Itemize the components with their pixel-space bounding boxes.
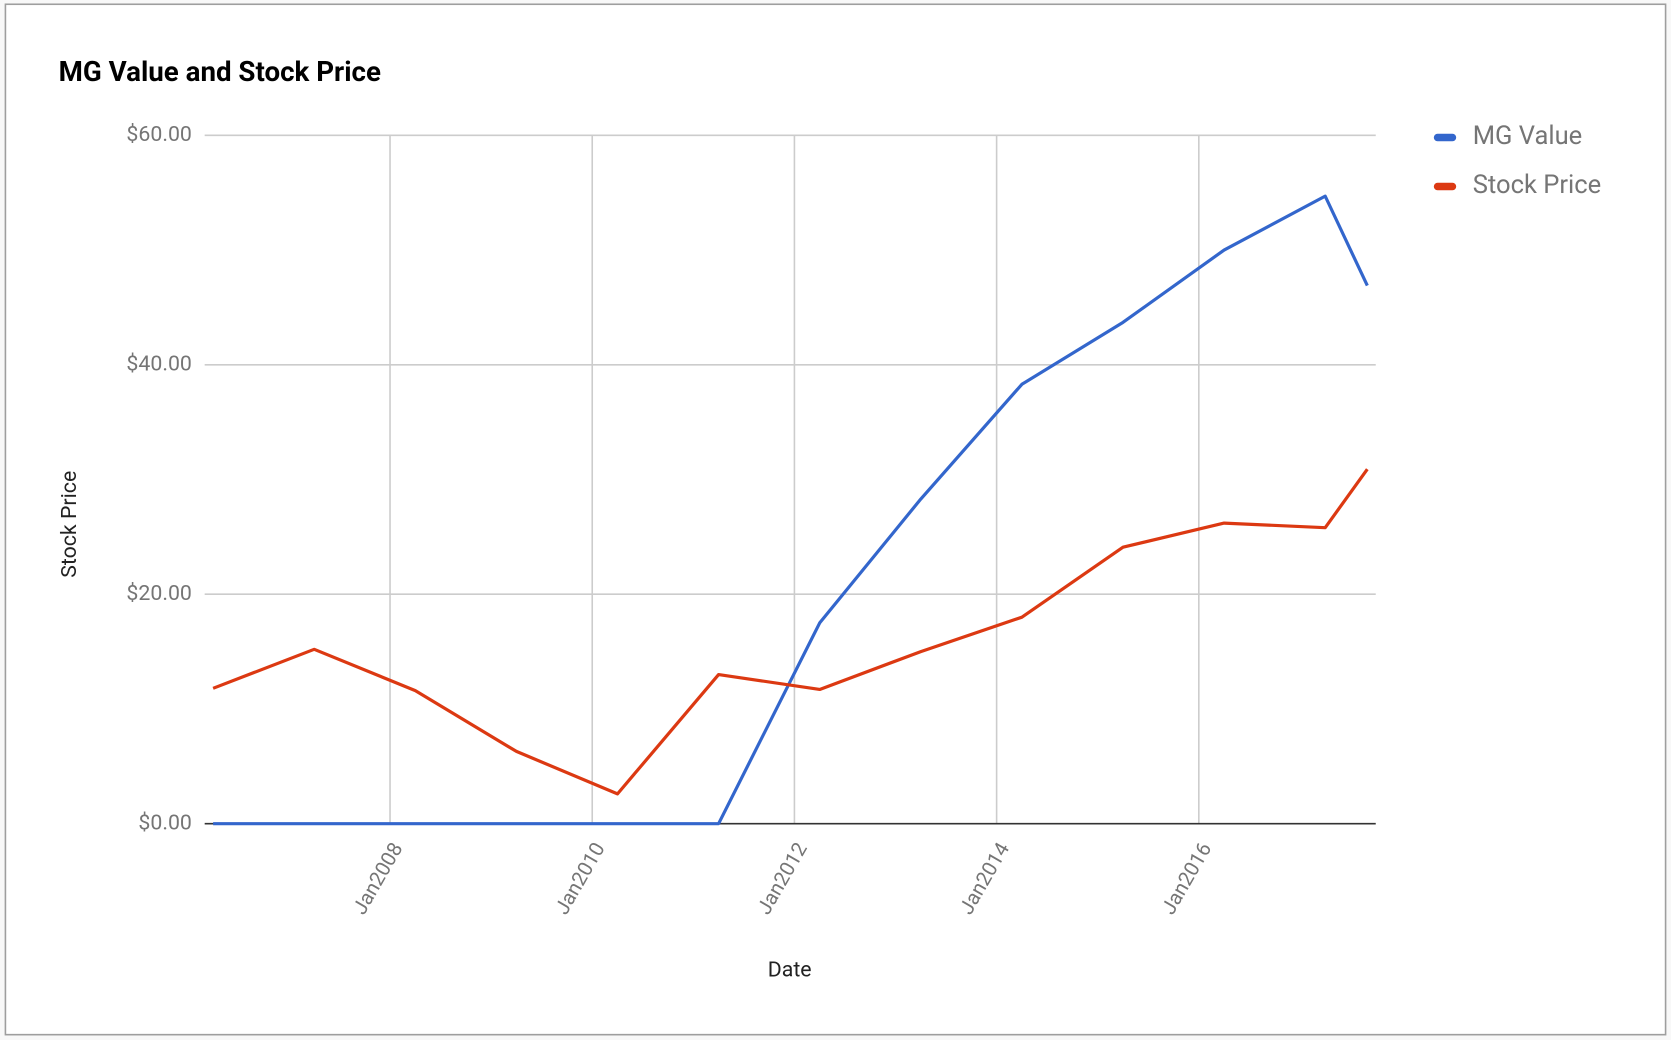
series-line bbox=[212, 468, 1369, 796]
legend-label: Stock Price bbox=[1473, 170, 1602, 200]
chart-frame bbox=[4, 3, 1667, 1036]
x-axis-title: Date bbox=[768, 957, 812, 982]
chart-title: MG Value and Stock Price bbox=[59, 55, 381, 88]
y-tick-label: $20.00 bbox=[126, 581, 191, 606]
y-tick-label: $60.00 bbox=[126, 122, 191, 147]
legend-label: MG Value bbox=[1473, 121, 1583, 151]
series-line bbox=[213, 194, 1369, 826]
y-tick-label: $0.00 bbox=[138, 810, 192, 835]
y-axis-title: Stock Price bbox=[57, 471, 82, 578]
y-tick-label: $40.00 bbox=[126, 351, 191, 376]
